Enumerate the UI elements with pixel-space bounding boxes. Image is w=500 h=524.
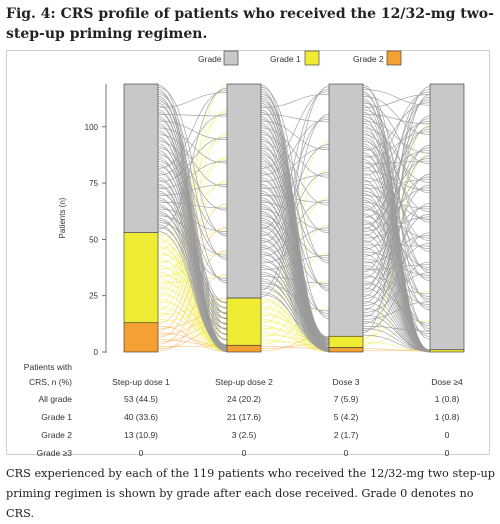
y-tick-label-25: 25 — [89, 292, 98, 301]
table-cell-0-1: 24 (20.2) — [227, 394, 261, 404]
table-cell-1-1: 21 (17.6) — [227, 412, 261, 422]
legend-label-1: Grade 1 — [270, 54, 301, 64]
y-axis: 0 25 50 75 100 Patients (n) — [58, 84, 106, 357]
bar-grade-0-0 — [124, 84, 158, 233]
bar-grade-0-2 — [329, 84, 363, 336]
table-row-label-1: Grade 1 — [41, 412, 72, 422]
table-cell-3-1: 0 — [242, 448, 247, 458]
flow-ribbon-0-105 — [158, 114, 227, 116]
x-category-label-2: Dose 3 — [333, 377, 360, 387]
table-cell-1-2: 5 (4.2) — [334, 412, 359, 422]
table-cell-3-2: 0 — [344, 448, 349, 458]
table-cell-0-2: 7 (5.9) — [334, 394, 359, 404]
table-cell-2-3: 0 — [445, 430, 450, 440]
y-tick-label-0: 0 — [94, 348, 99, 357]
table-cell-0-0: 53 (44.5) — [124, 394, 158, 404]
bar-grade-2-0 — [124, 323, 158, 352]
flow-ribbon-2-113 — [363, 96, 430, 134]
bar-grade-0-1 — [227, 84, 261, 298]
table-row-label-3: Grade ≥3 — [37, 448, 73, 458]
x-category-label-3: Dose ≥4 — [431, 377, 463, 387]
crs-table: Patients with CRS, n (%) Step-up dose 1 Ste… — [24, 362, 463, 458]
y-axis-label: Patients (n) — [58, 197, 67, 238]
y-tick-label-100: 100 — [85, 123, 99, 132]
bar-grade-1-3 — [430, 350, 464, 352]
table-cell-1-0: 40 (33.6) — [124, 412, 158, 422]
legend-swatch-0 — [224, 51, 238, 65]
legend-label-2: Grade 2 — [353, 54, 384, 64]
y-tick-label-50: 50 — [89, 235, 98, 244]
table-cell-2-0: 13 (10.9) — [124, 430, 158, 440]
legend-swatch-1 — [305, 51, 319, 65]
flow-ribbon-1-104 — [261, 117, 329, 350]
table-cell-2-2: 2 (1.7) — [334, 430, 359, 440]
table-cell-3-3: 0 — [445, 448, 450, 458]
table-row-label-0: All grade — [38, 394, 72, 404]
x-category-label-0: Step-up dose 1 — [112, 377, 170, 387]
bar-grade-1-2 — [329, 336, 363, 347]
table-header-line-1: Patients with — [24, 362, 72, 372]
table-row-label-2: Grade 2 — [41, 430, 72, 440]
flow-ribbons — [158, 85, 430, 352]
bar-grade-0-3 — [430, 84, 464, 350]
legend-swatch-2 — [387, 51, 401, 65]
table-cell-2-1: 3 (2.5) — [232, 430, 257, 440]
bar-grade-1-0 — [124, 233, 158, 323]
flow-ribbon-2-103 — [363, 119, 430, 352]
table-cell-1-3: 1 (0.8) — [435, 412, 460, 422]
bar-grade-2-2 — [329, 347, 363, 352]
x-category-label-1: Step-up dose 2 — [215, 377, 273, 387]
table-cell-3-0: 0 — [139, 448, 144, 458]
table-cell-0-3: 1 (0.8) — [435, 394, 460, 404]
table-header-line-2: CRS, n (%) — [29, 377, 72, 387]
bar-grade-2-1 — [227, 345, 261, 352]
figure-caption: CRS experienced by each of the 119 patie… — [6, 464, 496, 524]
bar-grade-1-1 — [227, 298, 261, 345]
y-tick-label-75: 75 — [89, 179, 98, 188]
